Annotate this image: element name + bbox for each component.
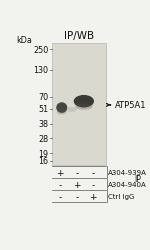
Text: +: + <box>73 180 81 189</box>
Bar <box>52 44 106 166</box>
Text: A304-940A: A304-940A <box>108 182 147 188</box>
Text: ATP5A1: ATP5A1 <box>115 101 146 110</box>
Text: 70: 70 <box>38 93 48 102</box>
Ellipse shape <box>66 108 77 112</box>
Text: -: - <box>75 192 78 201</box>
Text: Ctrl IgG: Ctrl IgG <box>108 194 135 200</box>
Text: 130: 130 <box>33 66 48 75</box>
Text: 38: 38 <box>38 120 48 129</box>
Text: IP/WB: IP/WB <box>64 31 94 41</box>
Text: 250: 250 <box>33 46 48 55</box>
Text: 51: 51 <box>38 105 48 114</box>
Ellipse shape <box>56 103 67 114</box>
Text: +: + <box>89 192 97 201</box>
Text: 16: 16 <box>38 157 48 166</box>
Text: kDa: kDa <box>17 36 33 45</box>
Text: -: - <box>58 180 62 189</box>
Ellipse shape <box>75 104 93 110</box>
Text: IP: IP <box>134 174 141 183</box>
Text: -: - <box>75 168 78 177</box>
Text: 19: 19 <box>38 149 48 158</box>
Text: -: - <box>92 168 95 177</box>
Text: 28: 28 <box>38 134 48 143</box>
Text: +: + <box>56 168 64 177</box>
Ellipse shape <box>57 110 67 115</box>
Text: A304-939A: A304-939A <box>108 170 147 176</box>
Text: -: - <box>92 180 95 189</box>
Text: -: - <box>58 192 62 201</box>
Ellipse shape <box>74 96 94 108</box>
